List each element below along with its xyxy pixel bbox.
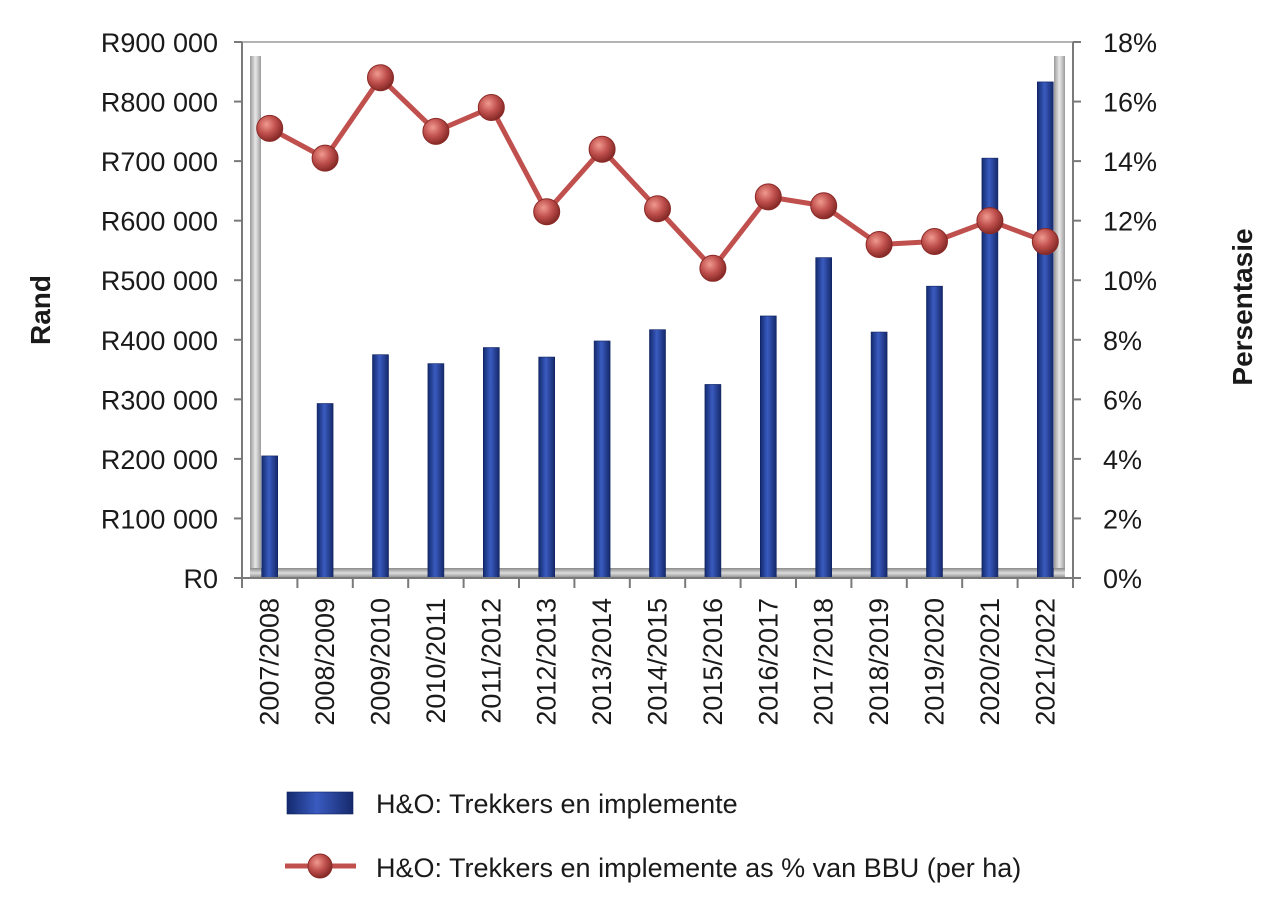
y2-tick-label: 4%	[1103, 445, 1142, 475]
bar	[704, 384, 722, 579]
line-point	[1031, 228, 1059, 256]
bar	[593, 340, 611, 579]
line-point	[477, 94, 505, 122]
legend-bar-label: H&O: Trekkers en implemente	[376, 789, 738, 819]
y2-tick-label: 0%	[1103, 564, 1142, 594]
bar	[759, 315, 777, 579]
y2-tick-label: 14%	[1103, 147, 1157, 177]
x-tick-label: 2012/2013	[532, 598, 562, 726]
x-tick-label: 2011/2012	[476, 598, 506, 724]
x-tick-label: 2019/2020	[920, 598, 950, 726]
x-tick-label: 2021/2022	[1030, 598, 1060, 726]
y-tick-label: R500 000	[101, 266, 218, 296]
y-tick-label: R600 000	[101, 207, 218, 237]
line-point	[533, 198, 561, 226]
bar	[372, 354, 389, 579]
right-wall	[1054, 56, 1065, 578]
bar	[649, 329, 666, 579]
legend-bar-swatch	[286, 791, 354, 815]
x-tick-label: 2014/2015	[643, 598, 673, 726]
legend: H&O: Trekkers en implemente H&O: Trekkers…	[285, 789, 1021, 883]
legend-line-label: H&O: Trekkers en implemente as % van BBU…	[376, 853, 1021, 883]
left-wall	[250, 56, 261, 578]
y-tick-label: R200 000	[101, 445, 218, 475]
line-point	[311, 144, 339, 172]
y-tick-label: R900 000	[101, 28, 218, 58]
line-point	[644, 195, 671, 223]
bar-series	[261, 81, 1054, 579]
line-point	[256, 114, 284, 142]
axes: R0 R100 000 R200 000 R300 000 R400 000 R500 0…	[25, 28, 1258, 726]
line-point	[588, 135, 616, 163]
line-point	[921, 228, 948, 256]
y2-tick-label: 18%	[1103, 28, 1157, 58]
y2-tick-label: 10%	[1103, 266, 1157, 296]
x-tick-label: 2013/2014	[587, 598, 617, 726]
bar	[926, 285, 943, 579]
bar	[261, 455, 279, 579]
line-point	[367, 64, 394, 92]
bar	[1037, 81, 1054, 579]
legend-line-marker	[307, 853, 333, 879]
bar	[482, 347, 500, 579]
x-tick-label: 2007/2008	[255, 598, 285, 726]
y2-tick-label: 2%	[1103, 504, 1142, 534]
y-tick-label: R0	[183, 564, 218, 594]
line-series	[256, 64, 1059, 282]
y-axis-title: Rand	[25, 275, 56, 345]
line-point	[699, 254, 727, 282]
line-point	[422, 117, 450, 145]
y-tick-label: R300 000	[101, 385, 218, 415]
y-tick-label: R700 000	[101, 147, 218, 177]
y2-tick-label: 12%	[1103, 207, 1157, 237]
line-point	[810, 192, 838, 220]
x-tick-label: 2017/2018	[809, 598, 839, 726]
y-tick-label: R100 000	[101, 504, 218, 534]
bar	[815, 257, 833, 579]
x-tick-label: 2009/2010	[366, 598, 396, 726]
y-tick-label: R800 000	[101, 88, 218, 118]
y2-tick-label: 8%	[1103, 326, 1142, 356]
line-point	[865, 230, 893, 258]
bar	[538, 356, 556, 579]
bar	[427, 363, 445, 579]
x-tick-label: 2010/2011	[421, 598, 451, 724]
x-tick-label: 2016/2017	[753, 598, 783, 726]
line-point	[754, 183, 782, 211]
y2-tick-label: 6%	[1103, 385, 1142, 415]
y2-axis-title: Persentasie	[1227, 228, 1258, 385]
bar	[870, 331, 888, 579]
x-tick-label: 2020/2021	[975, 598, 1005, 726]
y2-tick-label: 16%	[1103, 88, 1157, 118]
x-tick-label: 2015/2016	[698, 598, 728, 726]
x-tick-label: 2008/2009	[310, 598, 340, 726]
x-tick-label: 2018/2019	[864, 598, 894, 726]
line-point	[976, 207, 1004, 235]
y-tick-label: R400 000	[101, 326, 218, 356]
bar	[316, 403, 334, 579]
